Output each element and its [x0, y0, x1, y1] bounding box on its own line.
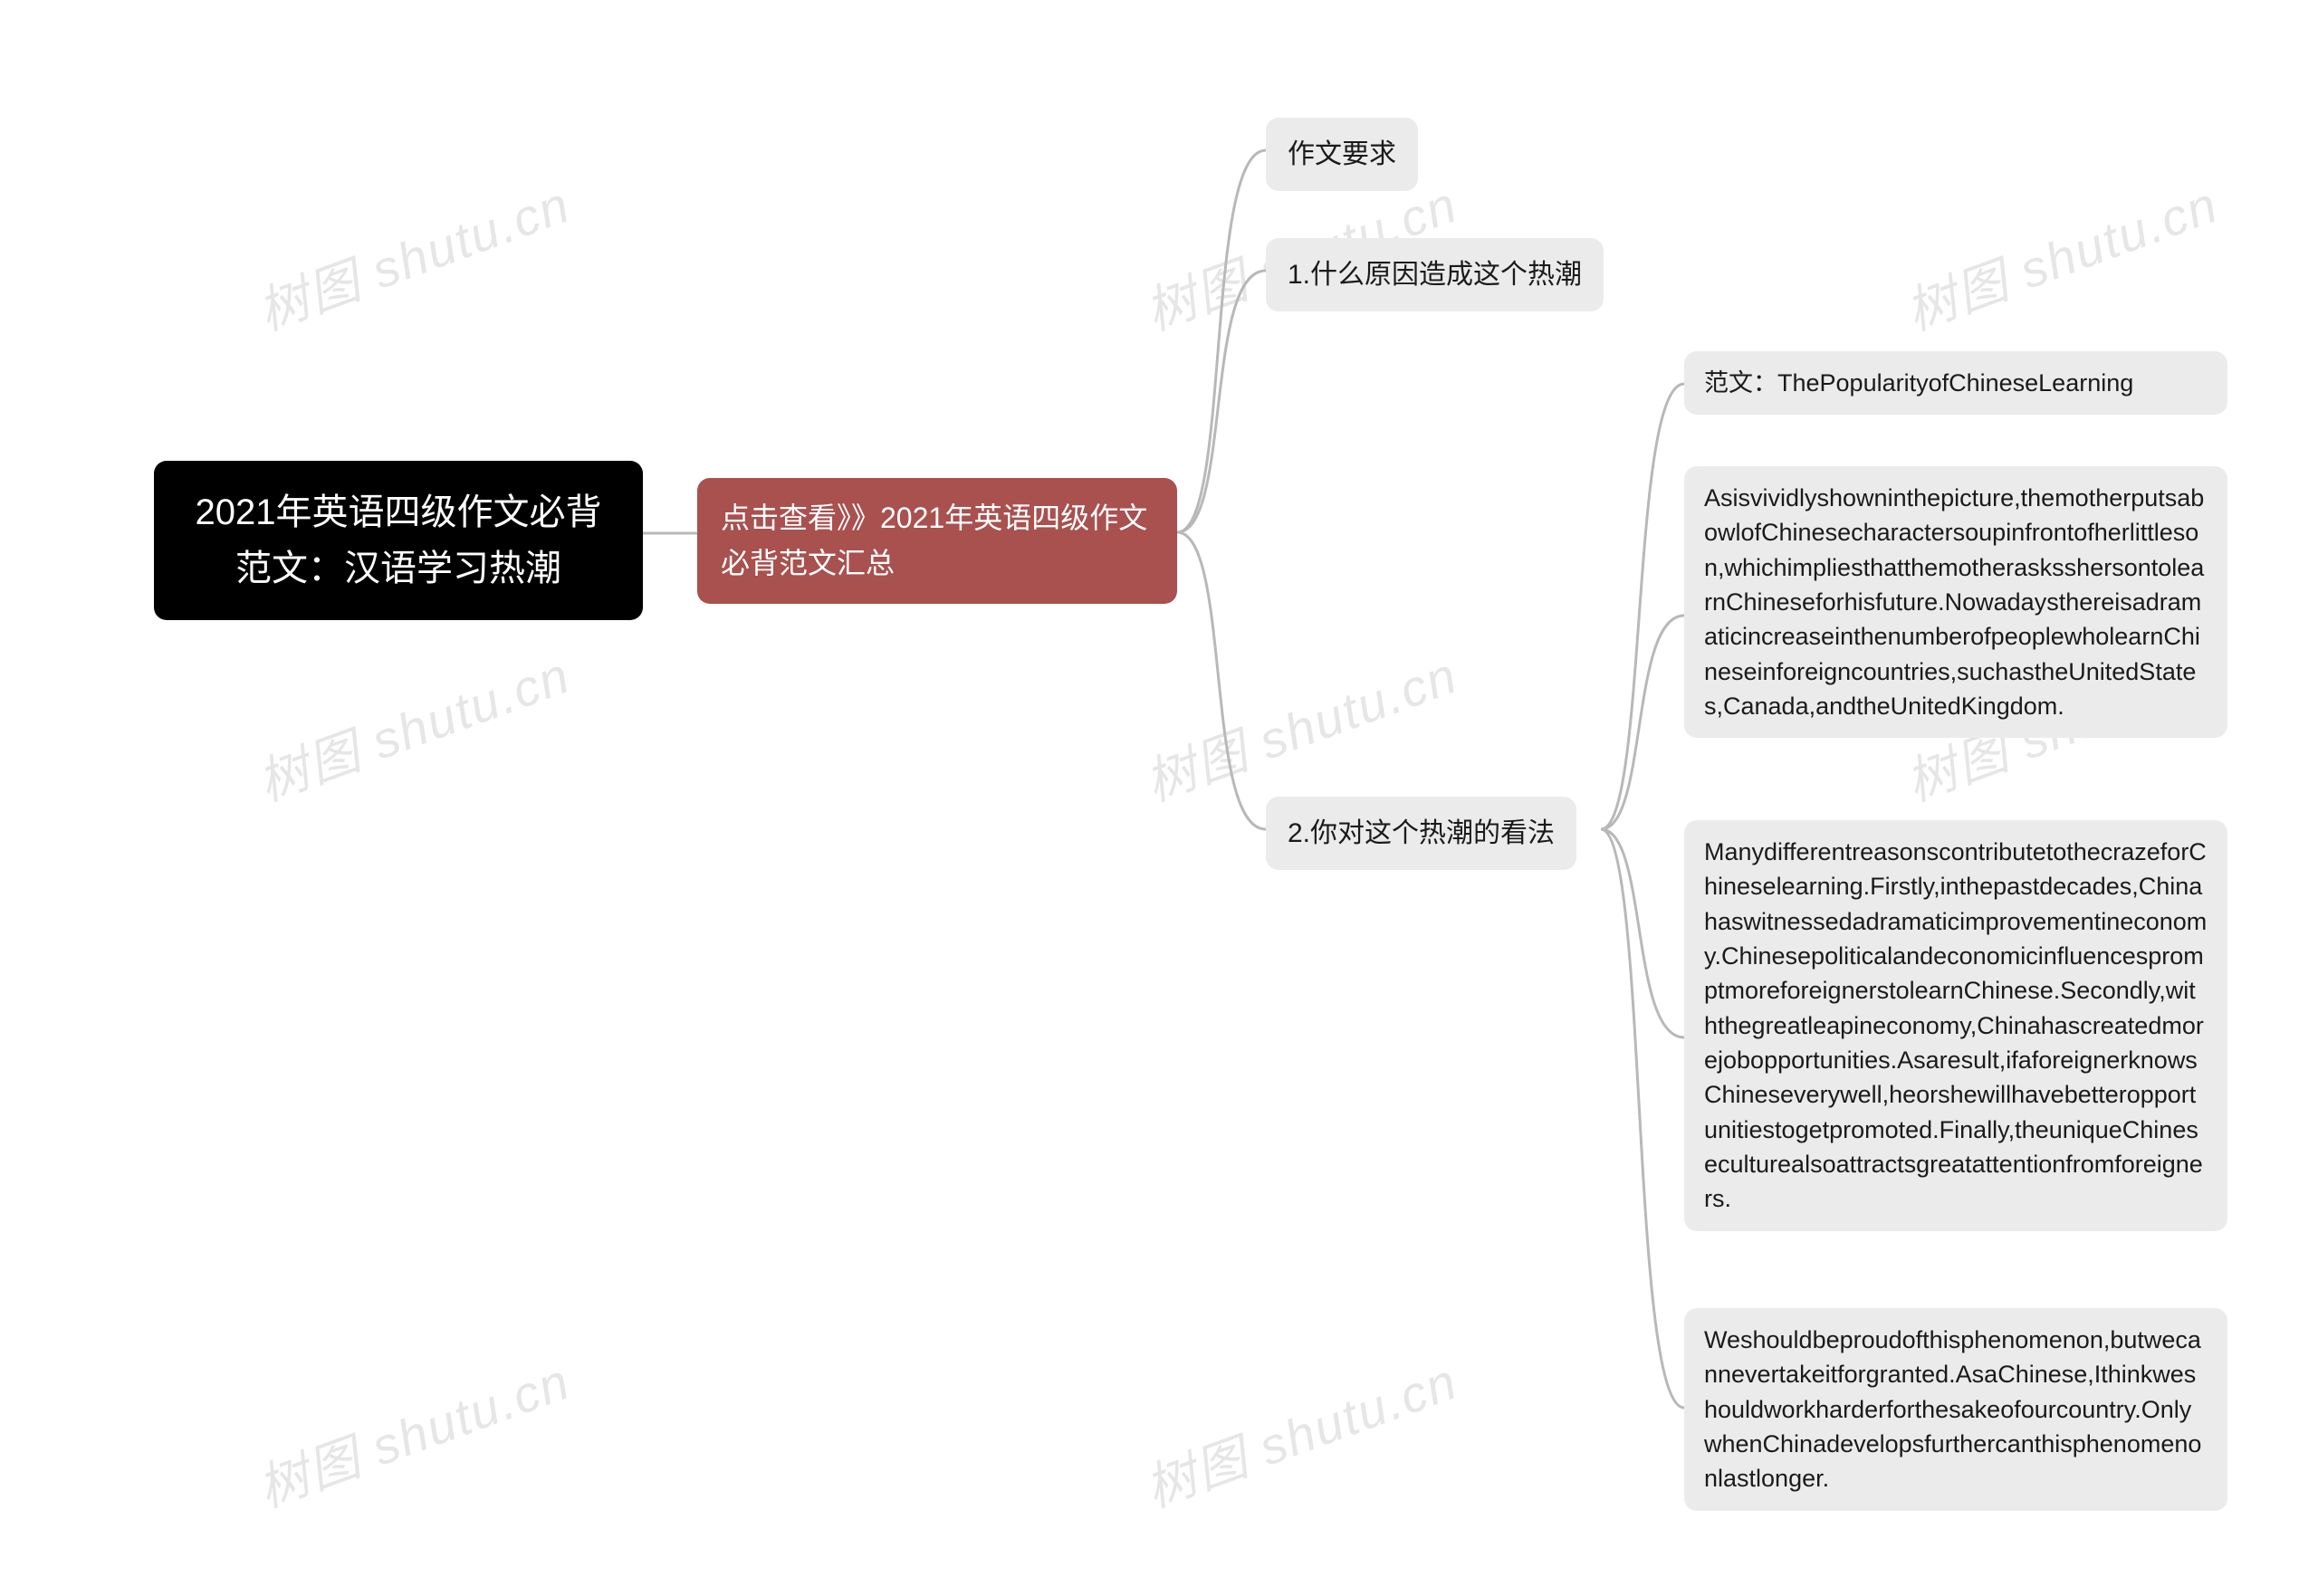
- branch-node-link[interactable]: 点击查看》》2021年英语四级作文必背范文汇总: [697, 478, 1177, 604]
- root-node[interactable]: 2021年英语四级作文必背范文：汉语学习热潮: [154, 461, 643, 620]
- watermark: 树图 shutu.cn: [246, 1341, 579, 1522]
- mindmap-stage: 树图 shutu.cn 树图 shutu.cn 树图 shutu.cn 树图 s…: [0, 0, 2318, 1596]
- watermark: 树图 shutu.cn: [246, 164, 579, 345]
- leaf-node-essay-p2[interactable]: Manydifferentreasonscontributetothecraze…: [1684, 820, 2227, 1231]
- leaf-node-reason[interactable]: 1.什么原因造成这个热潮: [1266, 238, 1604, 311]
- leaf-node-essay-title[interactable]: 范文：ThePopularityofChineseLearning: [1684, 351, 2227, 415]
- watermark: 树图 shutu.cn: [1134, 635, 1466, 816]
- watermark: 树图 shutu.cn: [1894, 164, 2227, 345]
- leaf-node-opinion[interactable]: 2.你对这个热潮的看法: [1266, 797, 1576, 870]
- leaf-node-essay-p3[interactable]: Weshouldbeproudofthisphenomenon,butwecan…: [1684, 1308, 2227, 1511]
- leaf-node-requirement[interactable]: 作文要求: [1266, 118, 1418, 191]
- watermark: 树图 shutu.cn: [1134, 1341, 1466, 1522]
- leaf-node-essay-p1[interactable]: Asisvividlyshowninthepicture,themotherpu…: [1684, 466, 2227, 738]
- watermark: 树图 shutu.cn: [246, 635, 579, 816]
